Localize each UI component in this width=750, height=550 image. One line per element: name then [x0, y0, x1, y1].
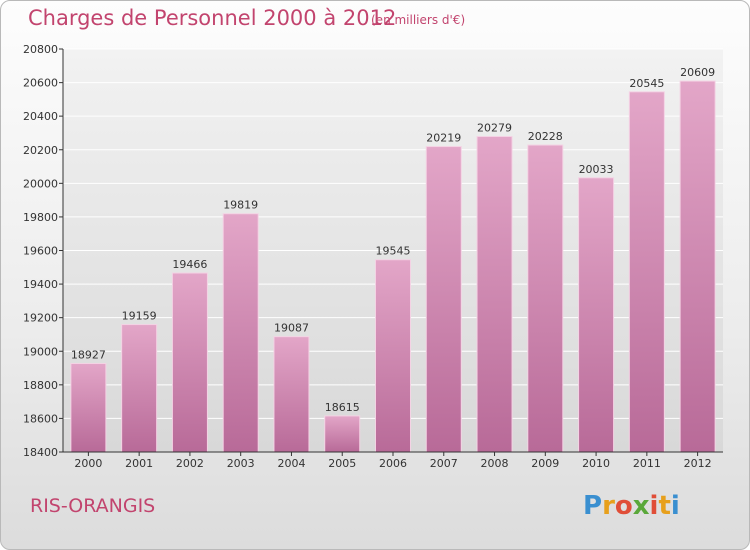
data-label: 18615	[325, 401, 360, 414]
chart-subtitle: (en milliers d'€)	[371, 13, 466, 27]
data-label: 18927	[71, 349, 106, 362]
bar-2012	[679, 80, 716, 453]
y-tick-label: 19800	[23, 211, 58, 224]
data-label: 19466	[172, 258, 207, 271]
y-tick-label: 19000	[23, 345, 58, 358]
x-tick-label: 2002	[176, 457, 204, 470]
data-label: 20219	[426, 132, 461, 145]
x-tick-label: 2003	[227, 457, 255, 470]
data-label: 20279	[477, 121, 512, 134]
y-tick-label: 19600	[23, 245, 58, 258]
data-label: 19545	[376, 245, 411, 258]
bar-2003	[222, 213, 259, 453]
y-tick-label: 20000	[23, 177, 58, 190]
x-tick-label: 2001	[125, 457, 153, 470]
x-tick-label: 2004	[277, 457, 305, 470]
bar-2009	[527, 144, 564, 453]
x-tick-label: 2008	[481, 457, 509, 470]
x-tick-label: 2006	[379, 457, 407, 470]
bar-2007	[425, 146, 462, 453]
y-tick-label: 18800	[23, 379, 58, 392]
y-tick-label: 19200	[23, 312, 58, 325]
y-tick-label: 18600	[23, 412, 58, 425]
logo-letter: P	[583, 491, 603, 521]
bar-2001	[121, 324, 158, 453]
data-label: 19159	[122, 310, 157, 323]
bar-2000	[70, 363, 107, 453]
logo-letter: o	[614, 491, 633, 521]
y-tick-label: 20800	[23, 43, 58, 56]
data-label: 20609	[680, 66, 715, 79]
y-tick-label: 19400	[23, 278, 58, 291]
logo-letter: i	[670, 491, 680, 521]
y-tick-label: 20600	[23, 77, 58, 90]
x-tick-label: 2000	[74, 457, 102, 470]
data-label: 20545	[629, 77, 664, 90]
x-tick-label: 2007	[430, 457, 458, 470]
bar-2002	[171, 272, 208, 453]
bar-2008	[476, 135, 513, 453]
x-tick-label: 2010	[582, 457, 610, 470]
data-label: 20228	[528, 130, 563, 143]
logo-letter: r	[602, 491, 615, 521]
x-tick-label: 2005	[328, 457, 356, 470]
bar-2011	[628, 91, 665, 453]
bar-2004	[273, 336, 310, 453]
proxiti-logo[interactable]: Proxiti	[583, 491, 680, 521]
bar-2010	[578, 177, 615, 453]
y-tick-label: 18400	[23, 446, 58, 459]
x-tick-label: 2012	[684, 457, 712, 470]
data-label: 19087	[274, 322, 309, 335]
y-tick-label: 20400	[23, 110, 58, 123]
bar-2005	[324, 415, 361, 453]
chart-title: Charges de Personnel 2000 à 2012	[28, 6, 397, 30]
bar-2006	[375, 259, 411, 453]
x-tick-label: 2011	[633, 457, 661, 470]
y-tick-label: 20200	[23, 144, 58, 157]
logo-letter: t	[658, 491, 671, 521]
logo-letter: x	[632, 491, 650, 521]
data-label: 19819	[223, 199, 258, 212]
logo-letter: i	[649, 491, 659, 521]
city-name: RIS-ORANGIS	[30, 495, 156, 517]
x-tick-label: 2009	[531, 457, 559, 470]
data-label: 20033	[579, 163, 614, 176]
